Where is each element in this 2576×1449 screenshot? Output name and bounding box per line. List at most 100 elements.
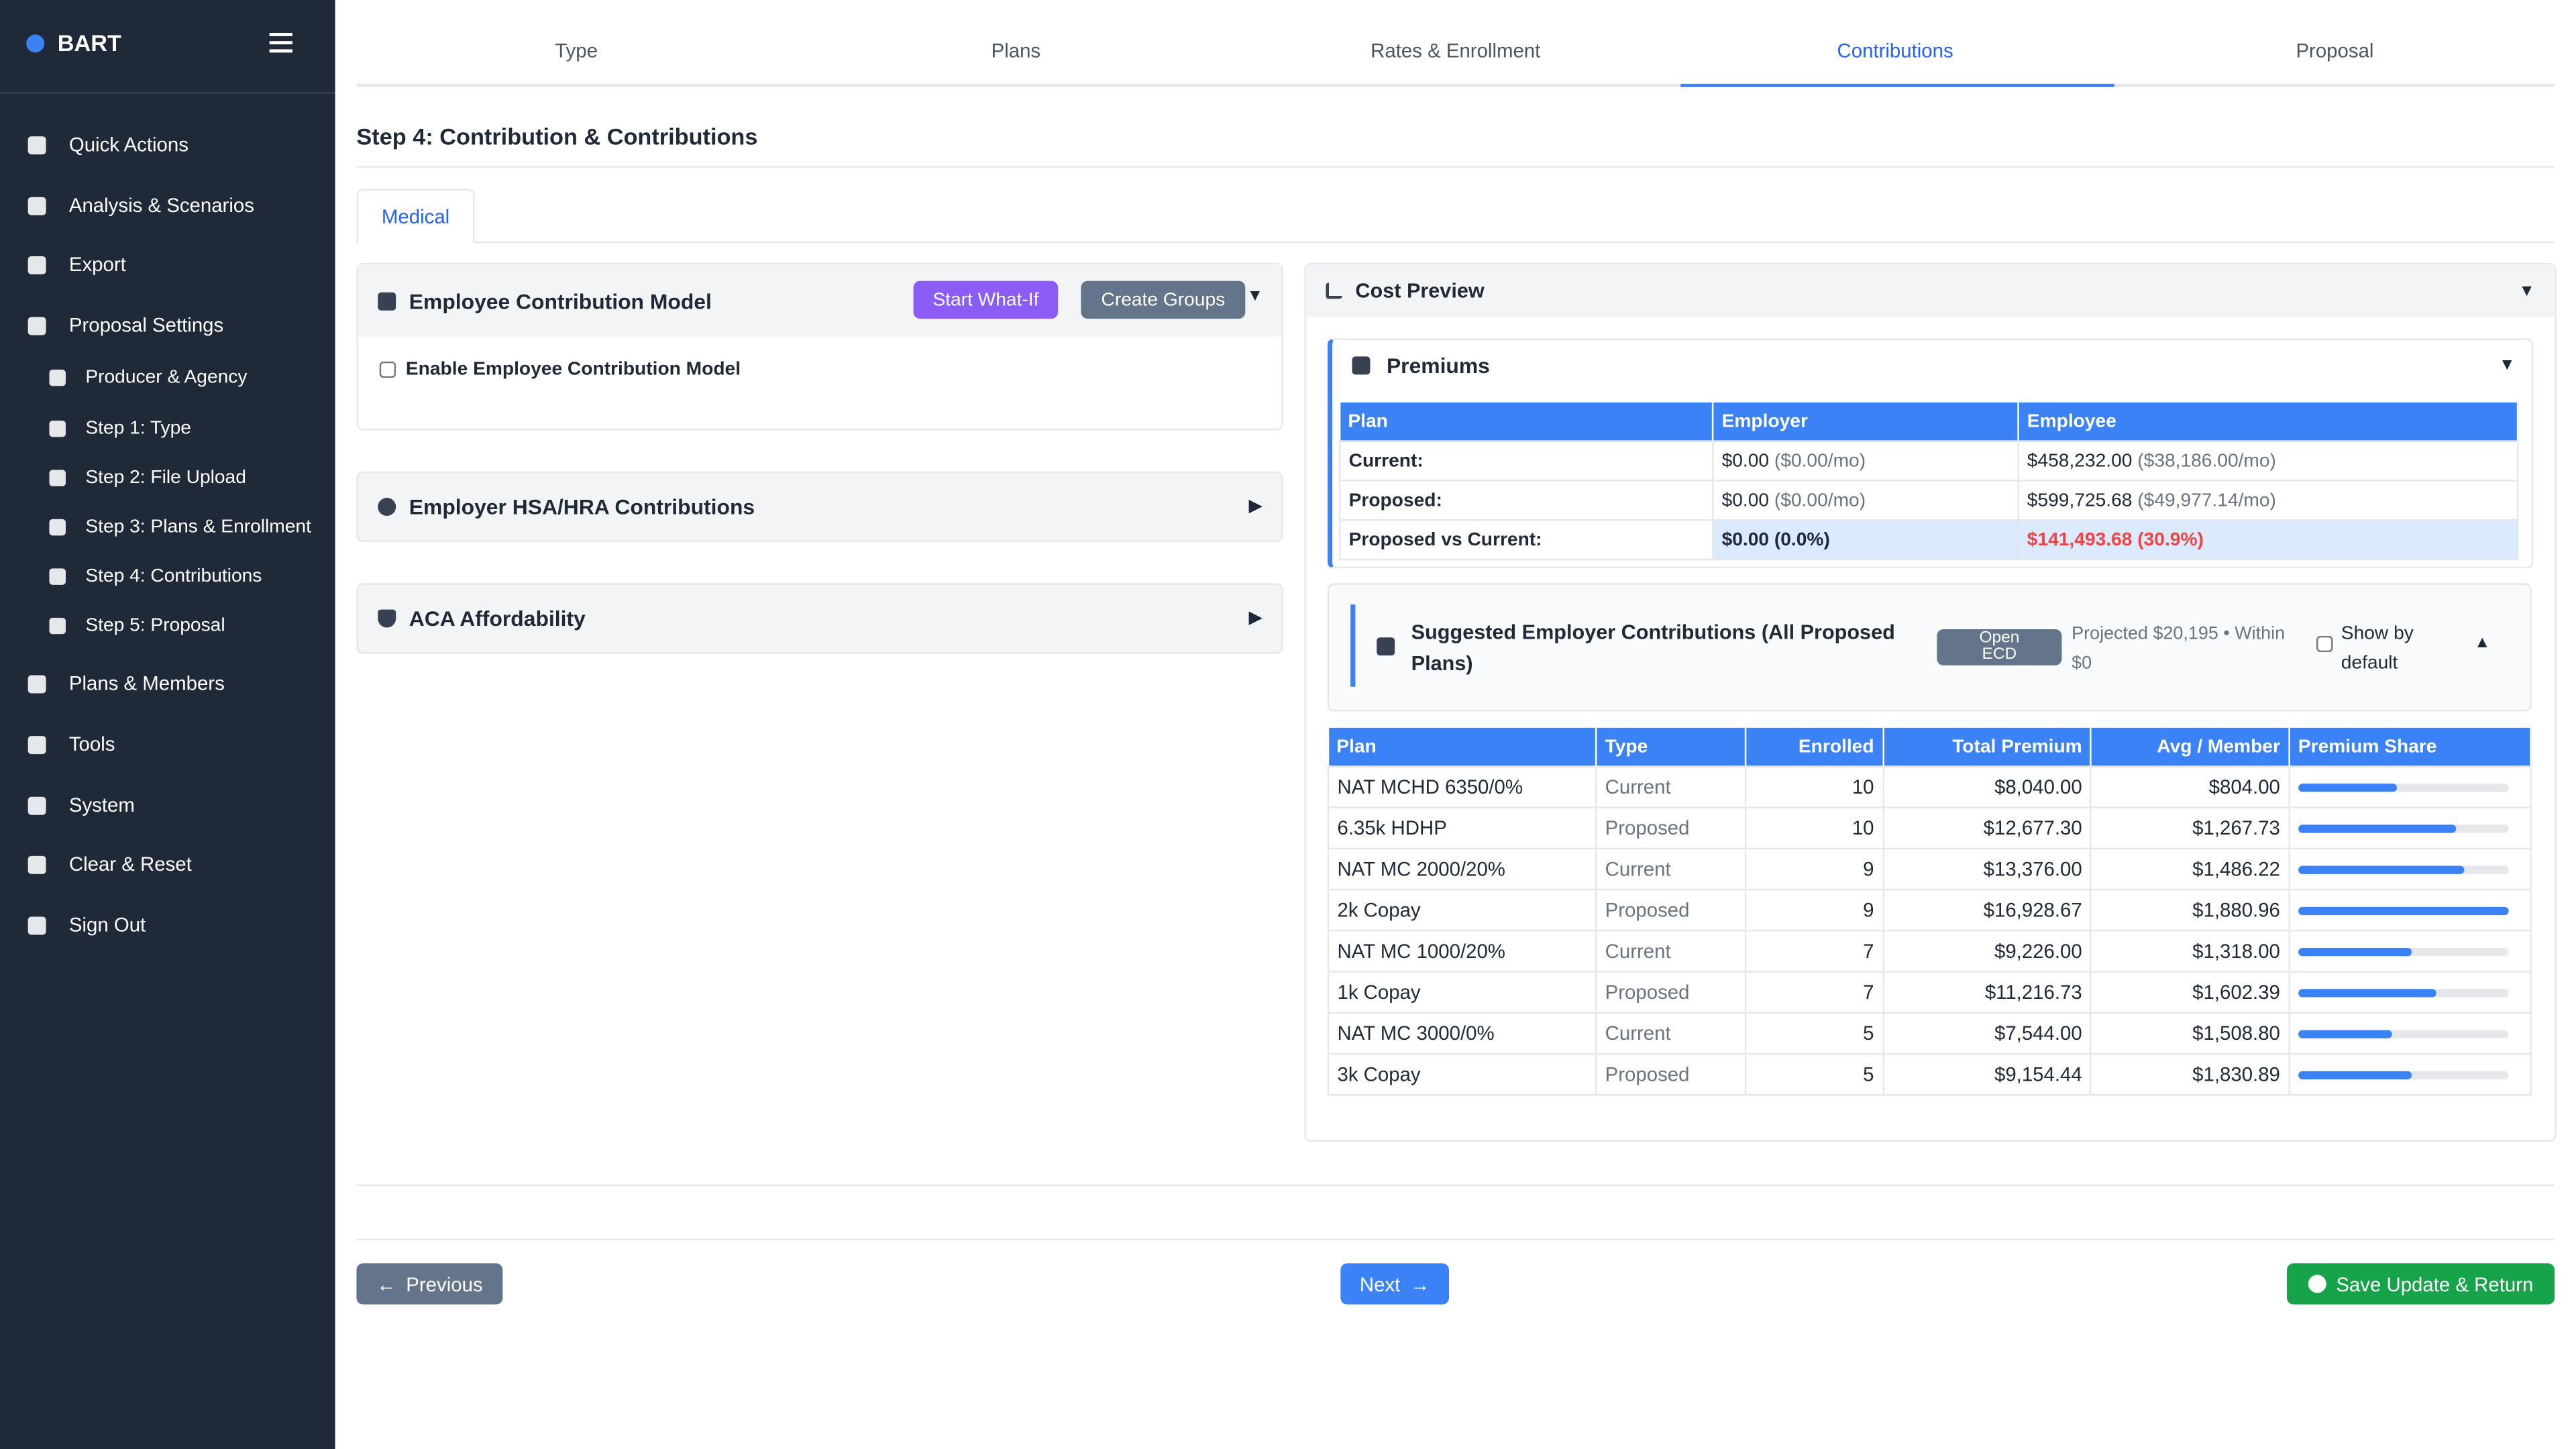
header-cell: Enrolled xyxy=(1746,727,1884,767)
monthly: ($0.00/mo) xyxy=(1774,490,1866,511)
nav-subitem[interactable]: Step 1: Type xyxy=(49,419,192,439)
enrolled: 9 xyxy=(1745,888,1884,932)
ecm-checkbox[interactable]: Enable Employee Contribution Model xyxy=(379,360,741,380)
icon xyxy=(378,498,396,516)
avg-member: $1,486.22 xyxy=(2090,847,2290,891)
nav-subitem[interactable]: Step 5: Proposal xyxy=(49,616,225,636)
tab[interactable]: Proposal xyxy=(2296,39,2374,63)
total-premium: $9,154.44 xyxy=(1882,1053,2092,1096)
employer-cell: $0.00 ($0.00/mo) xyxy=(1711,480,2019,521)
next-button[interactable]: Next → xyxy=(1340,1263,1450,1305)
nav-item[interactable]: Sign Out xyxy=(28,914,146,936)
subtab[interactable]: Medical xyxy=(356,189,475,244)
plan-name: NAT MCHD 6350/0% xyxy=(1327,765,1597,808)
checkbox[interactable] xyxy=(379,361,396,378)
share-bar xyxy=(2298,824,2456,833)
nav-item[interactable]: Analysis & Scenarios xyxy=(28,194,254,217)
label: Open ECD xyxy=(1979,629,2020,664)
label: Step 5: Proposal xyxy=(85,616,225,636)
what-if-button[interactable]: Start What-If xyxy=(913,280,1059,319)
plan-type: Proposed xyxy=(1595,971,1747,1014)
nav-item[interactable]: Export xyxy=(28,253,126,276)
plans-table: Plan Type Enrolled Total Premium Avg / Membe… xyxy=(1327,727,2532,1096)
menu-toggle[interactable] xyxy=(269,32,292,53)
ecm-title: Employee Contribution Model xyxy=(409,288,712,313)
nav-subitem[interactable]: Step 4: Contributions xyxy=(49,567,262,586)
cost-preview-header[interactable]: Cost Preview ▼ xyxy=(1305,264,2555,317)
nav-subitem[interactable]: Step 3: Plans & Enrollment xyxy=(49,517,311,537)
toggle: ▼ xyxy=(2518,282,2535,300)
toggle[interactable]: ▼ xyxy=(2499,356,2516,375)
plan-row: NAT MC 3000/0% Current 5 $7,544.00 $1,508.80 xyxy=(1327,1012,2532,1055)
icon xyxy=(49,568,66,585)
cost-preview: Cost Preview ▼ Premiums ▼ Plan Employer Emp… xyxy=(1304,262,2557,1142)
aca-panel[interactable]: ACA Affordability ▶ xyxy=(356,583,1283,654)
plan-row: 2k Copay Proposed 9 $16,928.67 $1,880.96 xyxy=(1327,888,2532,932)
enrolled: 5 xyxy=(1745,1053,1884,1096)
nav-item[interactable]: Quick Actions xyxy=(28,133,189,156)
show-default[interactable]: Show by default xyxy=(2316,619,2448,678)
tabs-border xyxy=(356,83,2555,87)
nav-subitem[interactable]: Producer & Agency xyxy=(49,368,247,388)
nav-item[interactable]: Proposal Settings xyxy=(28,314,223,337)
tab[interactable]: Plans xyxy=(991,39,1041,63)
label: Previous xyxy=(406,1272,483,1296)
tab[interactable]: Contributions xyxy=(1837,39,1953,63)
tab[interactable]: Type xyxy=(555,39,598,63)
label: Step 1: Type xyxy=(85,419,192,439)
enrolled: 10 xyxy=(1745,806,1884,850)
header-cell: Total Premium xyxy=(1883,727,2092,767)
total-premium: $9,226.00 xyxy=(1882,930,2092,973)
icon xyxy=(378,291,396,310)
enrolled: 7 xyxy=(1745,971,1884,1014)
monthly: ($38,186.00/mo) xyxy=(2137,451,2276,471)
create-groups-button[interactable]: Create Groups xyxy=(1081,280,1246,319)
plan-type: Proposed xyxy=(1595,806,1747,850)
plan-name: 1k Copay xyxy=(1327,971,1597,1014)
nav-subitem[interactable]: Step 2: File Upload xyxy=(49,468,246,488)
check-icon xyxy=(2308,1275,2326,1293)
nav-item[interactable]: Tools xyxy=(28,733,115,756)
avg-member: $1,602.39 xyxy=(2090,971,2290,1014)
open-ecd-button[interactable]: Open ECD xyxy=(1937,629,2062,665)
row-label: Current: xyxy=(1338,440,1714,482)
previous-button[interactable]: ← Previous xyxy=(356,1263,503,1305)
label: Show by default xyxy=(2341,624,2414,674)
enrolled: 5 xyxy=(1745,1012,1884,1055)
hsa-panel[interactable]: Employer HSA/HRA Contributions ▶ xyxy=(356,471,1283,543)
enrolled: 9 xyxy=(1745,847,1884,891)
label: Plans & Members xyxy=(68,672,225,695)
header-cell: Plan xyxy=(1340,402,1714,441)
icon xyxy=(28,674,46,693)
toggle: ▶ xyxy=(1248,498,1262,516)
plan-type: Proposed xyxy=(1595,1053,1747,1096)
brand[interactable]: BART xyxy=(26,30,121,56)
checkbox[interactable] xyxy=(2316,635,2333,653)
aca-title: ACA Affordability xyxy=(409,606,586,631)
premium-share xyxy=(2288,971,2532,1014)
share-track xyxy=(2298,824,2509,833)
icon xyxy=(28,735,46,753)
nav-item[interactable]: Clear & Reset xyxy=(28,853,192,875)
monthly: ($0.00/mo) xyxy=(1774,451,1866,471)
plan-row: NAT MCHD 6350/0% Current 10 $8,040.00 $804.0… xyxy=(1327,765,2532,808)
avg-member: $1,318.00 xyxy=(2090,930,2290,973)
plan-name: NAT MC 3000/0% xyxy=(1327,1012,1597,1055)
header-cell: Type xyxy=(1596,727,1747,767)
nav-item[interactable]: Plans & Members xyxy=(28,672,225,695)
tab[interactable]: Rates & Enrollment xyxy=(1371,39,1541,63)
header-cell: Avg / Member xyxy=(2091,727,2290,767)
nav-item[interactable]: System xyxy=(28,794,135,816)
toggle[interactable]: ▲ xyxy=(2474,634,2491,653)
share-bar xyxy=(2298,1070,2412,1079)
header-cell: Employer xyxy=(1713,402,2019,441)
plan-row: 3k Copay Proposed 5 $9,154.44 $1,830.89 xyxy=(1327,1053,2532,1096)
icon xyxy=(49,617,66,635)
value: $0.00 xyxy=(1721,451,1770,471)
label: Create Groups xyxy=(1101,290,1226,310)
toggle[interactable]: ▼ xyxy=(1246,287,1264,306)
save-button[interactable]: Save Update & Return xyxy=(2286,1263,2555,1305)
employee-cell: $458,232.00 ($38,186.00/mo) xyxy=(2017,440,2519,482)
